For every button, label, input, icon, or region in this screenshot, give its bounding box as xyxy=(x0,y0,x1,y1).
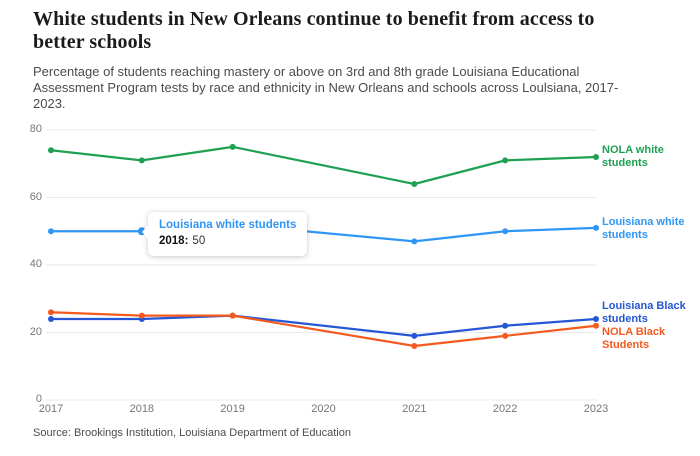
chart-subtitle: Percentage of students reaching mastery … xyxy=(33,64,688,112)
series-label-louisiana-white-students: Louisiana white students xyxy=(602,216,685,241)
data-point-s2-2023[interactable] xyxy=(593,316,599,322)
data-point-s1-2022[interactable] xyxy=(502,228,509,235)
data-point-s2-2021[interactable] xyxy=(411,332,418,339)
source-note: Source: Brookings Institution, Louisiana… xyxy=(33,427,351,439)
data-point-s3-2017[interactable] xyxy=(48,309,54,316)
data-point-s3-2019[interactable] xyxy=(229,312,236,319)
tooltip-series-name: Louisiana white students xyxy=(159,219,297,231)
data-point-s2-2022[interactable] xyxy=(502,322,509,329)
data-point-s0-2018[interactable] xyxy=(138,157,145,164)
chart-title-line-2: better schools xyxy=(33,31,152,53)
tooltip-value-row: 2018: 50 xyxy=(159,234,296,249)
data-point-s1-2017[interactable] xyxy=(48,228,54,235)
data-point-s0-2017[interactable] xyxy=(48,147,54,154)
series-line-1 xyxy=(49,223,598,243)
series-label-louisiana-black-students: Louisiana Black students xyxy=(602,300,686,325)
series-line-2 xyxy=(49,314,598,337)
tooltip-arrow xyxy=(142,225,148,239)
chart-subtitle-line-1: Percentage of students reaching mastery … xyxy=(33,64,580,79)
chart-subtitle-line-2: Assessment Program tests by race and eth… xyxy=(33,80,619,95)
data-point-s0-2019[interactable] xyxy=(229,143,236,150)
data-point-s2-2017[interactable] xyxy=(48,316,54,322)
data-point-s0-2021[interactable] xyxy=(411,181,418,187)
data-point-s3-2022[interactable] xyxy=(502,332,509,339)
series-line-0 xyxy=(49,145,598,186)
series-label-nola-black-students: NOLA Black Students xyxy=(602,326,666,351)
chart-title: White students in New Orleans continue t… xyxy=(33,8,693,54)
tooltip-value: 50 xyxy=(192,235,206,247)
tooltip: Louisiana white students 2018: 50 xyxy=(142,212,308,256)
chart-subtitle-line-3: 2023. xyxy=(33,96,66,111)
data-point-s0-2022[interactable] xyxy=(502,157,509,164)
data-point-s1-2023[interactable] xyxy=(593,224,599,231)
series-label-nola-white-students: NOLA white students xyxy=(602,144,664,169)
chart-title-line-1: White students in New Orleans continue t… xyxy=(33,8,595,30)
data-point-s3-2023[interactable] xyxy=(593,322,599,329)
data-point-s1-2021[interactable] xyxy=(411,238,418,245)
data-point-s3-2021[interactable] xyxy=(411,343,418,349)
data-point-s3-2018[interactable] xyxy=(138,312,145,319)
tooltip-year-label: 2018: xyxy=(159,235,189,247)
series-line-3 xyxy=(49,311,598,348)
data-point-s0-2023[interactable] xyxy=(593,154,599,160)
